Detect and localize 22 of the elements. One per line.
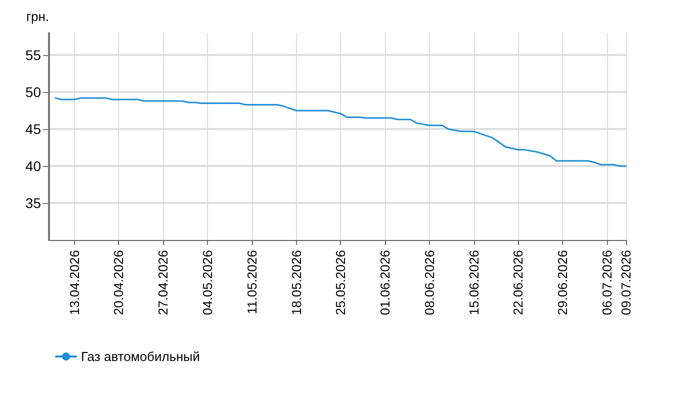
- x-tick-label: 09.07.2026: [618, 250, 634, 316]
- x-tick-label: 06.07.2026: [599, 250, 614, 316]
- y-tick-label: 55: [25, 47, 42, 64]
- y-tick-label: 50: [25, 84, 42, 100]
- x-tick-label: 29.06.2026: [555, 250, 570, 316]
- x-tick-label: 04.05.2026: [200, 250, 216, 316]
- x-tick-label: 11.05.2026: [244, 250, 260, 314]
- x-tick-label: 01.06.2026: [378, 250, 393, 316]
- x-tick-label: 13.04.2026: [66, 250, 82, 316]
- x-tick-label: 27.04.2026: [156, 250, 171, 316]
- line-series: [54, 97, 627, 167]
- x-tick-label: 25.05.2026: [333, 250, 348, 316]
- x-tick-label: 15.06.2026: [466, 250, 482, 316]
- x-tick-label: 22.06.2026: [510, 250, 526, 316]
- y-axis-title: грн.: [26, 9, 49, 24]
- y-tick-label: 45: [25, 121, 42, 138]
- y-tick-label: 35: [25, 195, 42, 212]
- legend-label: Газ автомобильный: [81, 349, 200, 364]
- x-tick-label: 08.06.2026: [422, 250, 437, 316]
- y-tick-label: 40: [25, 158, 42, 174]
- x-tick-label: 18.05.2026: [288, 250, 304, 316]
- x-tick-label: 20.04.2026: [111, 250, 126, 316]
